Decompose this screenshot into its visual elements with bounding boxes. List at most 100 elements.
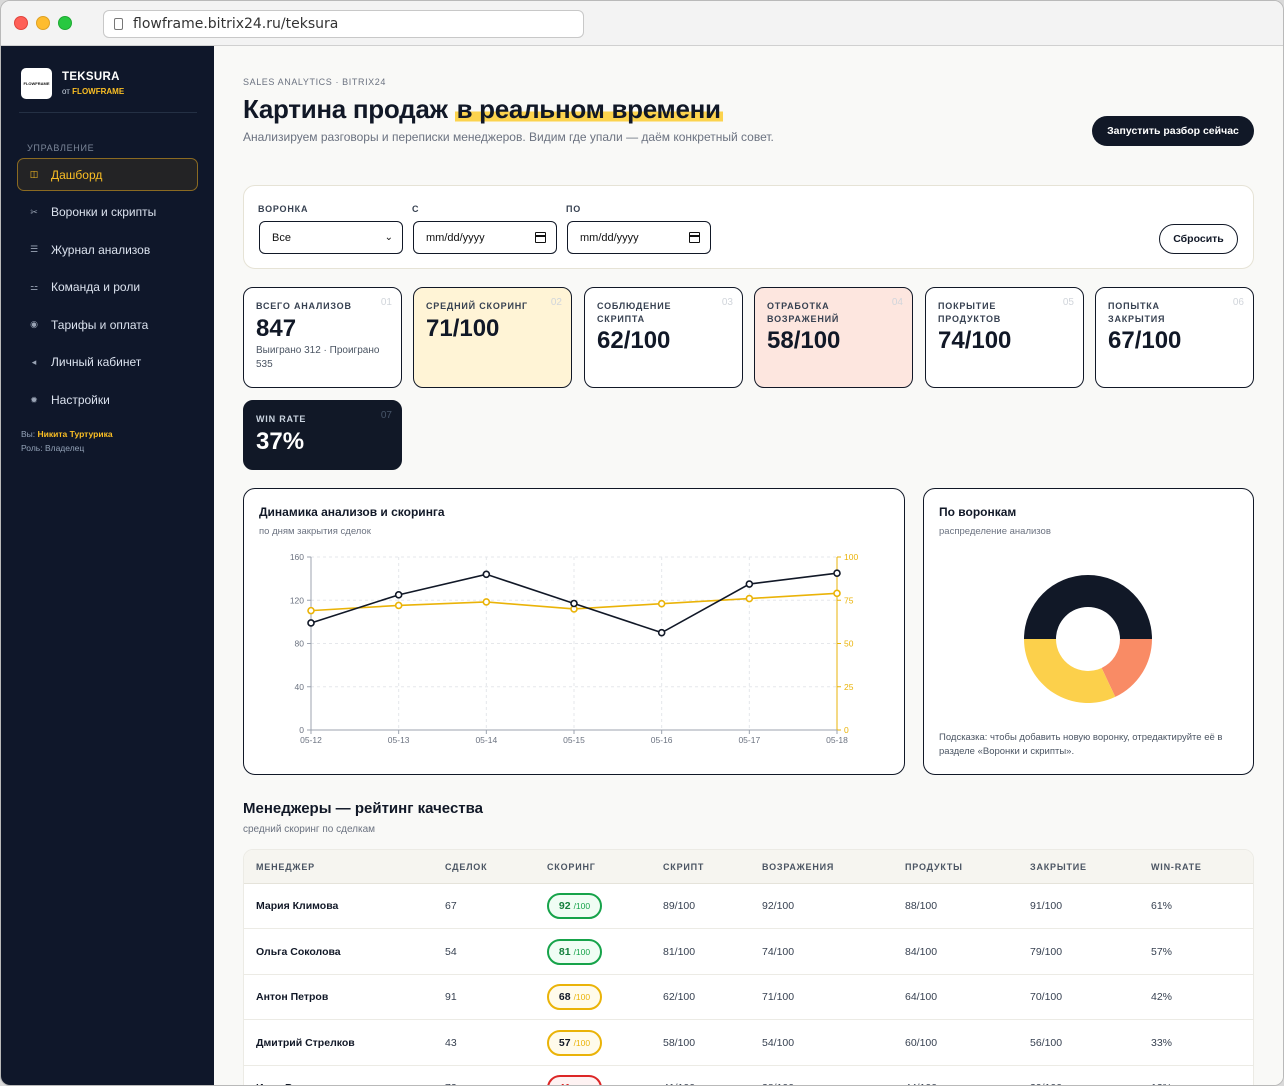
data-point-right[interactable] [833,589,841,598]
dynamics-title: Динамика анализов и скоринга [259,505,445,519]
cell-script: 62/100 [663,991,696,1003]
table-row[interactable]: Ольга Соколова 54 81/100 81/100 74/100 84/100… [244,930,1253,975]
x-tick-label: 05-18 [826,735,848,745]
logo-text: FLOWFRAME [23,81,50,86]
reset-filters-button[interactable]: Сбросить [1159,224,1238,254]
from-date-input[interactable]: mm/dd/yyyy [413,221,557,254]
cell-winrate: 61% [1151,900,1173,912]
address-text: flowframe.bitrix24.ru/teksura [133,16,339,32]
cell-closing: 56/100 [1030,1036,1063,1049]
data-point-right[interactable] [394,601,403,610]
sidebar-item-journal[interactable]: ☰ Журнал анализов [17,233,198,266]
brand[interactable]: FLOWFRAME TEKSURA от FLOWFRAME [21,68,124,99]
cell-script: 41/100 [663,1082,695,1085]
stat-card-number: 06 [1232,297,1244,308]
title-plain: Картина продаж [243,94,448,124]
sidebar-item-label: Настройки [51,393,110,408]
donut-slice[interactable] [1101,639,1152,697]
column-header[interactable]: WIN-RATE [1151,862,1202,872]
main-content: SALES ANALYTICS · BITRIX24 Картина прода… [214,46,1283,1085]
column-header[interactable]: СКРИПТ [663,862,705,872]
x-tick-label: 05-17 [738,735,760,745]
data-point-left[interactable] [833,569,841,578]
from-date-label: С [412,204,420,214]
data-point-left[interactable] [657,628,666,637]
y-tick-label-right: 25 [844,682,854,692]
y-tick-label-right: 75 [844,595,854,605]
to-date-input[interactable]: mm/dd/yyyy [567,221,711,254]
x-tick-label: 05-16 [651,735,673,745]
calendar-icon[interactable] [689,232,700,243]
cell-closing: 91/100 [1030,900,1063,912]
cell-winrate: 13% [1151,1082,1172,1085]
sidebar-item-dashboard[interactable]: ◫ Дашборд [17,158,198,191]
minimize-window-button[interactable] [36,16,50,30]
table-row[interactable]: Антон Петров 91 68/100 62/100 71/100 64/100 70… [244,975,1253,1020]
funnel-select-value: Все [272,231,291,244]
data-point-left[interactable] [570,599,578,608]
cell-products: 88/100 [905,900,938,912]
sidebar-item-settings[interactable]: ✹ Настройки [17,384,198,417]
column-header[interactable]: ПРОДУКТЫ [905,862,963,872]
managers-table-header: МЕНЕДЖЕР СДЕЛОК СКОРИНГ СКРИПТ ВОЗРАЖЕНИЯ ПРО… [244,850,1253,884]
data-point-right[interactable] [482,598,491,606]
donut-slice[interactable] [1024,639,1116,703]
stat-card: 03 СОБЛЮДЕНИЕ СКРИПТА 62/100 [584,287,743,388]
sidebar-item-billing[interactable]: ◉ Тарифы и оплата [17,308,198,341]
lock-icon [114,18,123,30]
cell-products: 84/100 [905,945,938,958]
calendar-icon[interactable] [535,232,546,243]
data-point-left[interactable] [482,570,491,579]
table-row[interactable]: Дмитрий Стрелков 43 57/100 58/100 54/100 60/1… [244,1021,1253,1066]
sidebar-item-label: Журнал анализов [51,242,151,257]
brand-name: TEKSURA [62,71,120,83]
column-header[interactable]: ВОЗРАЖЕНИЯ [762,862,835,872]
stat-card-label: СРЕДНИЙ СКОРИНГ [426,301,528,311]
data-point-left[interactable] [745,580,754,588]
column-header[interactable]: МЕНЕДЖЕР [256,862,315,872]
data-point-left[interactable] [307,619,315,627]
to-date-placeholder: mm/dd/yyyy [580,231,639,244]
list-icon: ☰ [29,244,39,255]
browser-chrome: flowframe.bitrix24.ru/teksura [1,1,1283,46]
x-tick-label: 05-12 [300,735,322,745]
x-tick-label: 05-14 [475,735,497,745]
column-header[interactable]: СКОРИНГ [547,862,596,872]
stat-card: 04 ОТРАБОТКА ВОЗРАЖЕНИЙ 58/100 [754,287,913,388]
sidebar-nav: ◫ Дашборд ✂ Воронки и скрипты ☰ Журнал анализ… [17,158,198,421]
from-date-placeholder: mm/dd/yyyy [426,231,485,244]
sidebar-item-label: Личный кабинет [51,355,142,370]
cell-winrate: 57% [1151,945,1173,958]
cell-objections: 54/100 [762,1036,795,1049]
stat-card-number: 02 [550,297,562,308]
column-header[interactable]: ЗАКРЫТИЕ [1030,862,1087,872]
run-analysis-button[interactable]: Запустить разбор сейчас [1092,116,1254,146]
sidebar-item-account[interactable]: ◂ Личный кабинет [17,346,198,379]
data-point-right[interactable] [657,599,666,608]
data-point-left[interactable] [394,591,403,599]
data-point-right[interactable] [307,606,315,615]
sidebar-item-team[interactable]: ⚍ Команда и роли [17,271,198,304]
donut-slice[interactable] [1024,575,1152,639]
address-bar[interactable]: flowframe.bitrix24.ru/teksura [103,10,584,38]
cell-winrate: 42% [1151,991,1173,1003]
maximize-window-button[interactable] [58,16,72,30]
data-point-right[interactable] [745,594,754,603]
close-window-button[interactable] [14,16,28,30]
cell-name: Иван Воронцов [256,1082,337,1085]
funnels-panel: По воронкам распределение анализов Подск… [923,488,1254,775]
brand-from: от [62,87,70,96]
score-badge: 57/100 [547,1029,602,1056]
score-value: 68 [558,991,571,1003]
column-header[interactable]: СДЕЛОК [445,862,488,872]
cell-script: 58/100 [663,1036,696,1049]
cell-deals: 72 [445,1082,457,1085]
table-row[interactable]: Мария Климова 67 92/100 89/100 92/100 88/100 9… [244,884,1253,929]
stat-card-number: 05 [1062,297,1074,308]
sidebar-item-funnels[interactable]: ✂ Воронки и скрипты [17,196,198,229]
funnel-select[interactable]: Все ⌄ [259,221,403,254]
user-role: Роль: Владелец [21,442,85,453]
table-row[interactable]: Иван Воронцов7241/10041/10038/10044/1003… [244,1066,1253,1085]
cell-products: 60/100 [905,1036,938,1049]
